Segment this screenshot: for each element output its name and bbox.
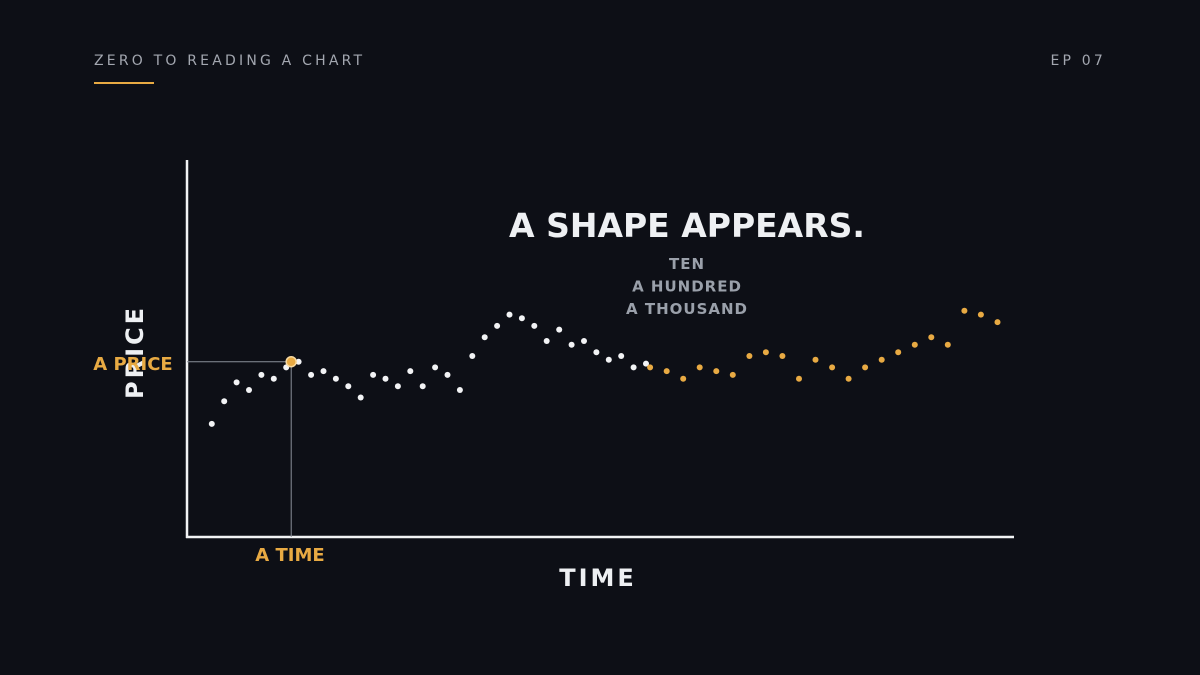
data-point xyxy=(812,356,819,363)
data-point xyxy=(663,368,670,375)
data-point xyxy=(394,383,401,390)
data-point xyxy=(295,358,302,365)
subtitle-line: A HUNDRED xyxy=(632,278,742,296)
data-point xyxy=(556,326,563,333)
time-marker-label: A TIME xyxy=(255,545,324,566)
data-point xyxy=(345,383,352,390)
data-point xyxy=(647,364,654,371)
data-point xyxy=(258,371,265,378)
data-point xyxy=(713,368,720,375)
data-point xyxy=(370,371,377,378)
data-point xyxy=(246,387,252,393)
subtitle-line: A THOUSAND xyxy=(626,300,748,318)
data-point xyxy=(845,375,852,382)
series-title: ZERO TO READING A CHART xyxy=(94,53,366,69)
data-point xyxy=(977,311,984,318)
chart-subtitle: TEN A HUNDRED A THOUSAND xyxy=(626,255,748,318)
data-point xyxy=(444,371,451,378)
data-point xyxy=(762,349,769,356)
data-point xyxy=(481,334,488,341)
y-axis-label: PRICE xyxy=(121,305,149,399)
data-point xyxy=(746,353,753,359)
data-point xyxy=(961,307,968,314)
data-point xyxy=(568,341,575,348)
data-point xyxy=(221,398,228,405)
data-point xyxy=(911,341,918,348)
marked-point xyxy=(285,355,297,368)
data-point xyxy=(796,375,802,382)
data-point xyxy=(630,364,637,371)
data-point xyxy=(506,311,513,318)
title-underline xyxy=(94,82,154,84)
data-point xyxy=(382,375,389,382)
data-point xyxy=(357,394,364,401)
price-marker-label: A PRICE xyxy=(93,354,172,375)
data-point xyxy=(928,334,935,341)
episode-label: EP 07 xyxy=(1050,53,1106,69)
data-point xyxy=(895,349,902,356)
data-point xyxy=(779,353,786,359)
data-point xyxy=(643,360,649,367)
data-point xyxy=(233,379,240,386)
data-point xyxy=(618,353,625,359)
data-point xyxy=(432,364,439,371)
data-point xyxy=(407,368,414,375)
data-point xyxy=(332,375,339,382)
data-points xyxy=(208,307,1001,427)
data-point xyxy=(208,420,215,427)
data-point xyxy=(270,375,277,382)
data-point xyxy=(944,341,951,348)
data-point xyxy=(518,315,525,322)
chart-title: A SHAPE APPEARS. xyxy=(509,206,865,245)
data-point xyxy=(994,319,1001,326)
data-point xyxy=(531,322,538,329)
data-point xyxy=(469,353,476,359)
data-point xyxy=(456,387,463,393)
data-point xyxy=(320,368,327,375)
x-axis-label: TIME xyxy=(559,564,637,592)
data-point xyxy=(878,356,885,363)
data-point xyxy=(862,364,869,371)
data-point xyxy=(696,364,703,371)
subtitle-line: TEN xyxy=(669,255,705,273)
data-point xyxy=(680,375,687,382)
data-point xyxy=(494,322,501,329)
data-point xyxy=(543,338,550,344)
data-point xyxy=(419,383,426,390)
data-point xyxy=(308,371,315,378)
data-point xyxy=(605,356,612,363)
data-point xyxy=(593,349,600,356)
data-point xyxy=(729,371,736,378)
data-point xyxy=(829,364,836,371)
data-point xyxy=(581,338,587,344)
